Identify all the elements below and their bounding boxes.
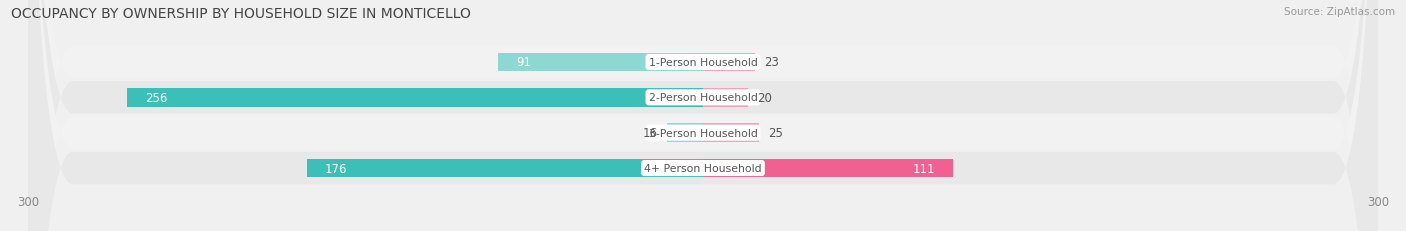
Text: 1-Person Household: 1-Person Household (648, 58, 758, 68)
Bar (703, 159, 953, 177)
Bar (307, 159, 703, 177)
Bar (703, 54, 755, 72)
FancyBboxPatch shape (28, 0, 1378, 231)
Text: 2-Person Household: 2-Person Household (648, 93, 758, 103)
FancyBboxPatch shape (28, 0, 1378, 231)
Bar (703, 89, 748, 107)
Text: 111: 111 (912, 162, 935, 175)
Text: 25: 25 (768, 127, 783, 140)
Text: 4+ Person Household: 4+ Person Household (644, 163, 762, 173)
Text: 23: 23 (763, 56, 779, 69)
Text: 3-Person Household: 3-Person Household (648, 128, 758, 138)
Bar (703, 124, 759, 142)
Bar (666, 124, 703, 142)
Bar (127, 89, 703, 107)
Text: OCCUPANCY BY OWNERSHIP BY HOUSEHOLD SIZE IN MONTICELLO: OCCUPANCY BY OWNERSHIP BY HOUSEHOLD SIZE… (11, 7, 471, 21)
FancyBboxPatch shape (28, 0, 1378, 231)
Text: 176: 176 (325, 162, 347, 175)
Bar (498, 54, 703, 72)
Text: 256: 256 (145, 91, 167, 104)
Text: Source: ZipAtlas.com: Source: ZipAtlas.com (1284, 7, 1395, 17)
Text: 91: 91 (516, 56, 531, 69)
FancyBboxPatch shape (28, 0, 1378, 231)
Text: 16: 16 (643, 127, 658, 140)
Text: 20: 20 (756, 91, 772, 104)
